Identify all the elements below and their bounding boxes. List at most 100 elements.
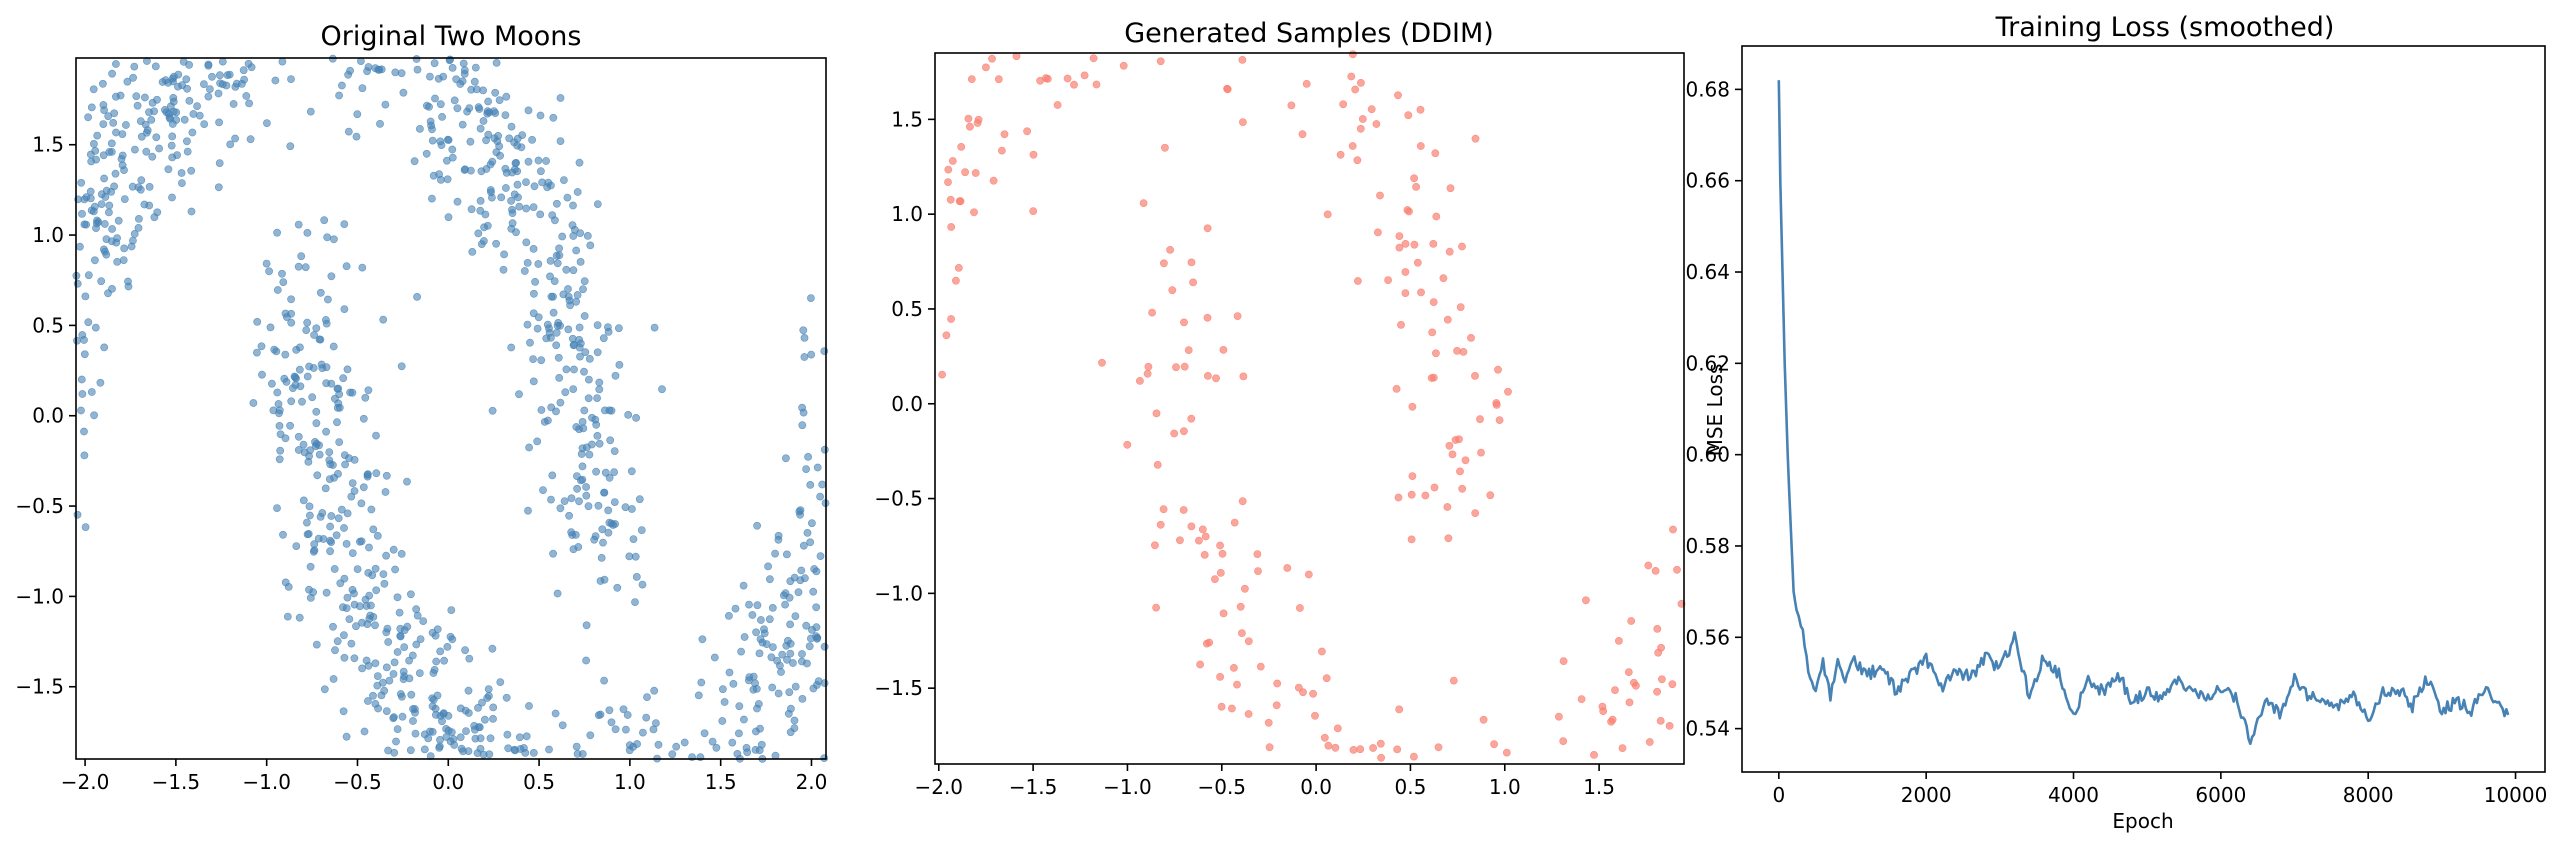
scatter-point <box>329 622 337 631</box>
scatter-point <box>336 579 345 588</box>
scatter-point <box>1216 541 1224 550</box>
scatter-point <box>593 431 602 440</box>
scatter-point <box>582 621 591 630</box>
scatter-point <box>179 57 188 66</box>
scatter-point <box>1148 308 1156 317</box>
scatter-point <box>560 497 569 505</box>
scatter-point <box>385 676 394 685</box>
scatter-point <box>1203 224 1212 233</box>
scatter-point <box>342 540 351 548</box>
scatter-point <box>518 131 527 139</box>
scatter-point <box>410 157 419 166</box>
scatter-point <box>1403 206 1412 214</box>
scatter-point <box>391 565 399 574</box>
scatter-point <box>797 566 806 575</box>
scatter-point <box>392 737 400 746</box>
scatter-point <box>799 408 808 417</box>
scatter-point <box>1486 491 1495 500</box>
scatter-point <box>1356 124 1365 133</box>
scatter-point <box>97 200 106 208</box>
scatter-point <box>944 165 953 174</box>
scatter-point <box>276 446 285 455</box>
scatter-point <box>708 737 717 746</box>
scatter-point <box>283 612 292 621</box>
scatter-point <box>712 743 721 752</box>
scatter-point <box>718 717 727 725</box>
scatter-point <box>523 320 532 329</box>
scatter-point <box>397 362 406 371</box>
scatter-point <box>522 238 531 247</box>
scatter-point <box>81 292 90 301</box>
scatter-point <box>607 718 616 727</box>
scatter-point <box>133 101 142 110</box>
scatter-point <box>366 601 375 610</box>
scatter-point <box>101 193 110 201</box>
scatter-point <box>331 646 339 655</box>
scatter-point <box>820 445 829 454</box>
scatter-point <box>755 649 764 658</box>
scatter-point <box>1339 100 1348 109</box>
scatter-point <box>564 292 573 301</box>
scatter-point <box>802 621 811 630</box>
scatter-point <box>1089 54 1098 63</box>
scatter-point <box>278 269 286 278</box>
scatter-point <box>379 315 388 324</box>
y-tick-label: 0.68 <box>1685 77 1730 101</box>
scatter-point <box>1413 258 1422 267</box>
scatter-point <box>552 328 561 337</box>
scatter-point <box>363 697 372 705</box>
scatter-point <box>150 213 159 222</box>
scatter-point <box>389 545 398 554</box>
scatter-point <box>177 179 186 187</box>
x-tick-label: −2.0 <box>914 775 963 799</box>
scatter-point <box>140 200 149 209</box>
scatter-point <box>306 107 315 116</box>
scatter-point <box>91 323 100 332</box>
scatter-point <box>580 277 589 286</box>
scatter-point <box>575 158 584 167</box>
scatter-point <box>245 99 253 108</box>
scatter-point <box>226 140 235 149</box>
scatter-point <box>1434 743 1443 752</box>
scatter-point <box>177 169 186 177</box>
scatter-point <box>411 729 420 738</box>
scatter-point <box>942 331 951 340</box>
scatter-point <box>1230 664 1238 672</box>
scatter-point <box>515 202 524 211</box>
scatter-point <box>406 590 415 599</box>
scatter-point <box>185 97 194 105</box>
scatter-point <box>117 155 126 163</box>
scatter-point <box>818 480 827 489</box>
chart-title: Original Two Moons <box>321 21 582 52</box>
scatter-point <box>538 178 546 187</box>
scatter-point <box>503 730 512 739</box>
scatter-point <box>332 531 341 540</box>
scatter-point <box>447 606 456 614</box>
scatter-point <box>547 495 555 504</box>
scatter-point <box>358 664 366 673</box>
scatter-point <box>632 573 641 581</box>
scatter-point <box>393 593 402 602</box>
scatter-point <box>672 742 681 751</box>
scatter-point <box>583 231 592 240</box>
scatter-point <box>439 72 448 81</box>
scatter-point <box>801 574 809 583</box>
scatter-point <box>231 134 239 143</box>
scatter-point <box>382 707 391 715</box>
scatter-point <box>120 244 129 253</box>
scatter-point <box>1180 427 1188 436</box>
scatter-point <box>529 203 538 211</box>
scatter-point <box>456 733 465 742</box>
scatter-point <box>279 278 288 286</box>
scatter-point <box>322 379 331 388</box>
scatter-point <box>317 360 326 369</box>
scatter-point <box>492 239 500 248</box>
scatter-point <box>489 703 498 712</box>
scatter-point <box>1264 718 1273 727</box>
scatter-point <box>573 188 582 196</box>
scatter-point <box>458 77 467 86</box>
scatter-point <box>393 648 402 656</box>
scatter-point <box>476 206 485 215</box>
scatter-point <box>575 323 584 332</box>
scatter-point <box>652 719 660 727</box>
